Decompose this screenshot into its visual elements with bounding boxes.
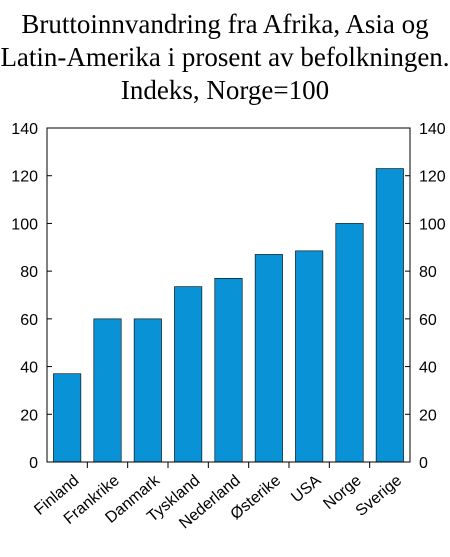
y-tick-label-right-6: 120 (419, 169, 446, 186)
bar-4 (214, 277, 243, 463)
y-tick-label-right-4: 80 (419, 264, 437, 281)
plot-frame (46, 127, 411, 463)
y-tick-label-left-1: 20 (20, 407, 38, 424)
chart-title-line-2: Latin-Amerika i prosent av befolkningen. (0, 42, 450, 72)
chart-title-line-1: Bruttoinnvandring fra Afrika, Asia og (21, 9, 429, 39)
axes-group (46, 127, 411, 468)
y-tick-label-left-3: 60 (20, 312, 38, 329)
y-tick-label-right-7: 140 (419, 121, 446, 138)
y-tick-label-left-4: 80 (20, 264, 38, 281)
category-label-6: USA (288, 472, 324, 506)
category-label-8: Sverige (353, 472, 406, 520)
bar-7 (335, 223, 364, 463)
bar-0 (53, 373, 82, 463)
chart-title: Bruttoinnvandring fra Afrika, Asia og La… (0, 8, 450, 107)
bar-2 (133, 318, 162, 463)
y-tick-label-left-0: 0 (29, 455, 38, 472)
y-tick-label-left-6: 120 (11, 169, 38, 186)
y-tick-label-right-3: 60 (419, 312, 437, 329)
y-tick-label-right-0: 0 (419, 455, 428, 472)
chart-title-line-3: Indeks, Norge=100 (120, 75, 330, 105)
y-tick-label-right-2: 40 (419, 360, 437, 377)
y-tick-label-right-5: 100 (419, 216, 446, 233)
y-tick-label-right-1: 20 (419, 407, 437, 424)
y-tick-label-left-7: 140 (11, 121, 38, 138)
y-tick-label-left-5: 100 (11, 216, 38, 233)
bar-3 (174, 286, 203, 463)
y-tick-label-left-2: 40 (20, 360, 38, 377)
bar-1 (93, 318, 122, 463)
bar-5 (254, 254, 283, 463)
bars-group (53, 168, 404, 463)
bar-8 (375, 168, 404, 463)
bar-6 (295, 250, 324, 463)
